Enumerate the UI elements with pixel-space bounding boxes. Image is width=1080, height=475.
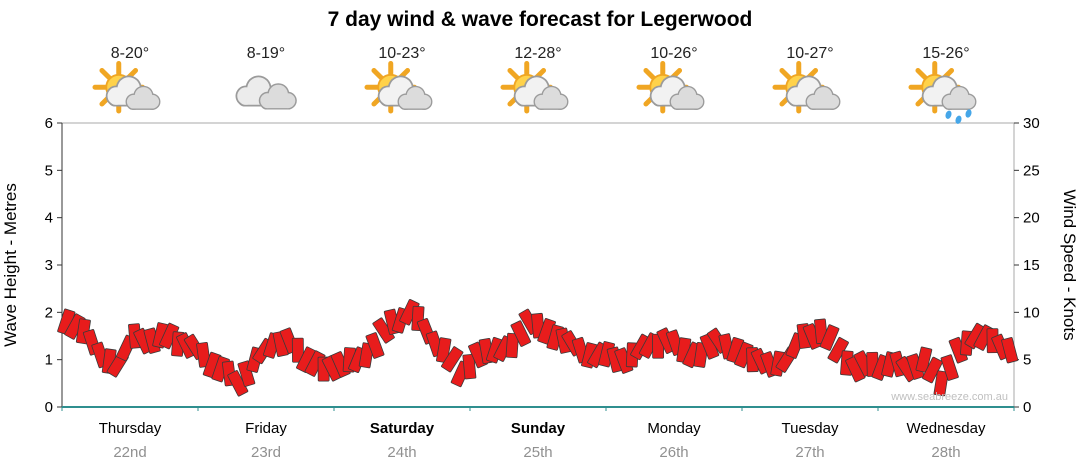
wind-flag [365,332,385,359]
right-axis-title: Wind Speed - Knots [1060,189,1079,340]
weather-icon-sun-cloud [772,61,841,114]
wind-flag [915,346,933,373]
wind-flag [291,337,304,363]
day-label: Saturday [370,420,435,437]
temp-range: 10-27° [786,45,833,62]
day-date: 27th [795,444,824,461]
weather-icon-sun-cloud [636,61,705,114]
right-axis: 0 5 10 15 20 25 30 [1014,115,1040,416]
temp-range: 10-23° [378,45,425,62]
wind-flag [1001,337,1019,364]
weather-icon-sun-cloud [500,61,569,114]
temp-range: 12-28° [514,45,561,62]
left-tick-label: 5 [45,162,53,179]
wind-flag [196,341,211,368]
left-tick-label: 6 [45,115,53,132]
wind-flag [933,370,949,397]
weather-icon-cloud [235,75,297,110]
wind-speed-series [57,299,1019,397]
right-tick-label: 30 [1023,115,1040,132]
wind-flag [819,324,840,351]
weather-icon-sun-cloud-rain [908,61,977,124]
day-date: 24th [387,444,416,461]
day-date: 25th [523,444,552,461]
wind-flag [505,332,519,359]
wind-flag [462,353,477,380]
right-tick-label: 0 [1023,399,1031,416]
day-date: 23rd [251,444,281,461]
left-axis: 0 1 2 3 4 5 6 [45,115,62,416]
left-tick-label: 0 [45,399,53,416]
right-tick-label: 5 [1023,352,1031,369]
temp-range: 10-26° [650,45,697,62]
right-tick-label: 25 [1023,162,1040,179]
wind-flag [510,320,532,347]
temp-range: 15-26° [922,45,969,62]
weather-icon-sun-cloud [92,61,161,114]
day-label: Friday [245,420,287,437]
day-date: 28th [931,444,960,461]
day-date: 22nd [113,444,146,461]
left-tick-label: 3 [45,257,53,274]
right-tick-label: 10 [1023,304,1040,321]
left-axis-title: Wave Height - Metres [1,183,20,347]
watermark: www.seabreeze.com.au [890,391,1008,403]
right-tick-label: 20 [1023,210,1040,227]
left-tick-label: 1 [45,352,53,369]
wind-flag [237,360,256,387]
day-date: 26th [659,444,688,461]
bottom-axis [61,406,1015,411]
wind-flag [940,354,959,381]
wind-flag [441,346,464,373]
weather-icon-sun-cloud [364,61,433,114]
day-label: Monday [647,420,701,437]
day-label: Wednesday [907,420,986,437]
temp-range: 8-19° [247,45,285,62]
chart-title: 7 day wind & wave forecast for Legerwood [327,8,753,31]
temp-range: 8-20° [111,45,149,62]
left-tick-label: 2 [45,304,53,321]
day-label: Tuesday [782,420,839,437]
day-label: Thursday [99,420,162,437]
day-label: Sunday [511,420,566,437]
left-tick-label: 4 [45,210,53,227]
right-tick-label: 15 [1023,257,1040,274]
